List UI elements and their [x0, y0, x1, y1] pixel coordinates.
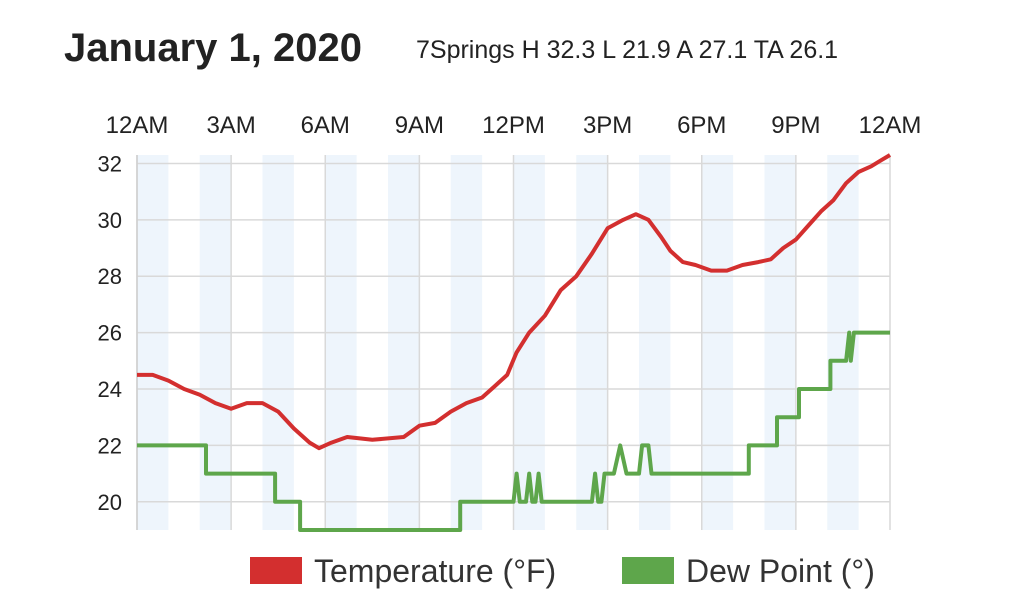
station-summary: 7Springs H 32.3 L 21.9 A 27.1 TA 26.1 — [416, 36, 839, 64]
hour-band — [262, 155, 294, 530]
legend-swatch-temperature — [250, 557, 302, 584]
hour-band — [325, 155, 357, 530]
y-tick-label: 24 — [98, 377, 122, 402]
x-tick-label: 12AM — [106, 112, 169, 139]
grid-lines — [136, 155, 891, 530]
hour-band — [450, 155, 483, 530]
hour-band — [701, 155, 734, 530]
hour-band — [576, 155, 608, 530]
hour-band — [513, 155, 545, 530]
y-tick-label: 32 — [98, 151, 122, 176]
legend-label-dew-point: Dew Point (°) — [686, 553, 875, 589]
x-tick-label: 3PM — [583, 112, 632, 139]
dew-point-line — [137, 330, 890, 532]
x-axis-ticks: 12AM 3AM 6AM 9AM 12PM 3PM 6PM 9PM 12AM — [106, 112, 922, 139]
y-tick-label: 20 — [98, 490, 122, 515]
x-tick-label: 3AM — [206, 112, 255, 139]
x-tick-label: 6PM — [677, 112, 726, 139]
x-tick-label: 9AM — [395, 112, 444, 139]
x-tick-label: 12AM — [859, 112, 922, 139]
y-tick-label: 22 — [98, 433, 122, 458]
legend-label-temperature: Temperature (°F) — [314, 553, 556, 589]
hour-band — [388, 155, 420, 530]
x-tick-label: 9PM — [771, 112, 820, 139]
y-tick-label: 30 — [98, 208, 122, 233]
legend: Temperature (°F) Dew Point (°) — [250, 553, 875, 589]
y-tick-label: 26 — [98, 321, 122, 346]
chart-title: January 1, 2020 — [64, 26, 362, 70]
x-tick-label: 12PM — [482, 112, 545, 139]
x-tick-label: 6AM — [301, 112, 350, 139]
legend-swatch-dew-point — [622, 557, 674, 584]
hour-band — [764, 155, 796, 530]
temperature-line — [137, 153, 892, 451]
background-bands — [137, 155, 859, 530]
y-tick-label: 28 — [98, 264, 122, 289]
y-axis-ticks: 20 22 24 26 28 30 32 — [98, 151, 122, 514]
series-lines — [137, 153, 892, 532]
hour-band — [137, 155, 169, 530]
